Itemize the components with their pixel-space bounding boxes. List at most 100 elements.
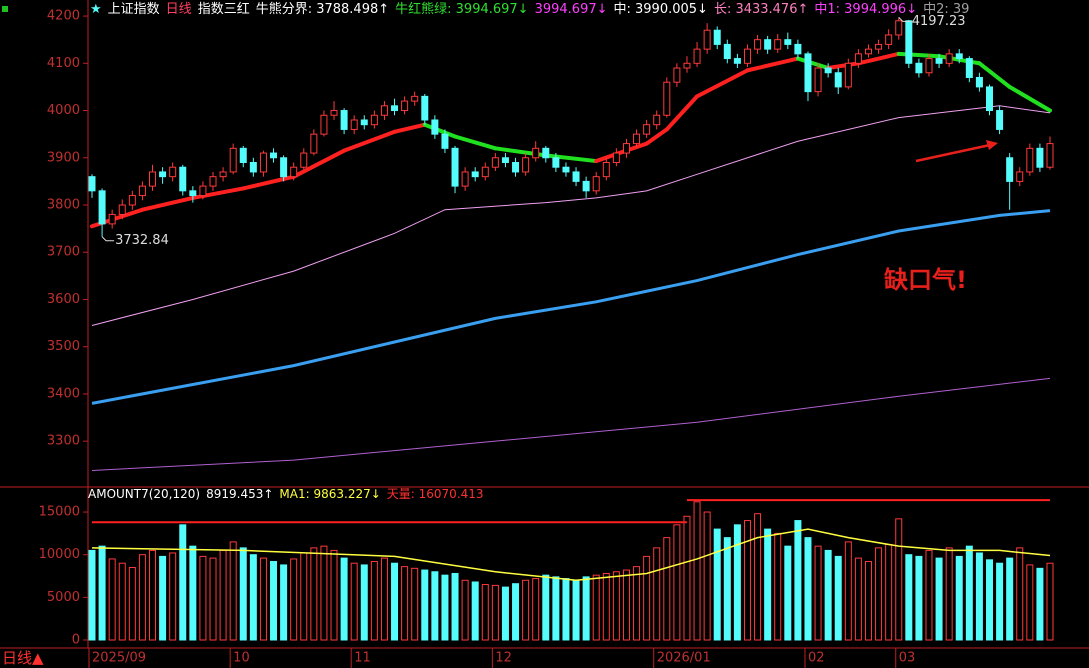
ma-segment: [664, 94, 700, 132]
candle-body: [834, 72, 842, 88]
candle-body: [713, 29, 721, 45]
volume-bar: [310, 547, 318, 641]
ma-segment: [140, 195, 195, 212]
volume-bar: [280, 564, 288, 641]
ma-segment: [190, 186, 246, 200]
candle-body: [824, 67, 832, 74]
volume-bar: [1006, 557, 1014, 641]
candle-body: [159, 171, 167, 178]
volume-bar: [784, 545, 792, 641]
ma-segment: [977, 61, 1012, 89]
candle-body: [98, 190, 106, 225]
candle-body: [441, 133, 449, 149]
candle-body: [794, 43, 802, 55]
candle-body: [340, 110, 348, 130]
candle-body: [421, 95, 429, 121]
candle-body: [169, 166, 177, 178]
candle-body: [975, 76, 983, 88]
volume-bar: [259, 557, 267, 641]
y-tick-label: 3800: [47, 198, 80, 213]
candle-body: [461, 171, 469, 187]
header-item: 中2: 39: [923, 2, 970, 17]
volume-bar: [622, 569, 630, 641]
volume-bar: [703, 511, 711, 641]
volume-bar: [401, 566, 409, 641]
header-item: 牛红熊绿: 3994.697↓: [395, 2, 529, 17]
candle-body: [743, 48, 751, 64]
volume-bar: [149, 549, 157, 641]
ma-segment: [1007, 84, 1052, 113]
y-tick-label: 15000: [39, 505, 80, 520]
volume-header: AMOUNT7(20,120) 8919.453↑ MA1: 9863.227↓ 天量…: [88, 486, 490, 502]
candle-body: [179, 166, 187, 192]
candle-body: [370, 114, 378, 126]
candle-body: [552, 157, 560, 168]
volume-bar: [350, 562, 358, 641]
candle-body: [542, 147, 550, 159]
ma-segment: [422, 122, 458, 139]
candle-body: [431, 119, 439, 135]
volume-bar: [501, 586, 509, 641]
period-label: 日线▲: [2, 649, 44, 667]
annotation-label: 3732.84: [115, 233, 169, 248]
candle-body: [996, 110, 1004, 130]
ma-segment: [342, 129, 397, 153]
volume-bar: [975, 552, 983, 641]
candle-body: [915, 62, 923, 74]
y-tick-label: 3400: [47, 386, 80, 401]
candle-body: [118, 204, 126, 215]
candle-body: [582, 180, 590, 192]
candle-body: [1006, 157, 1014, 182]
x-tick-label: 2026/01: [657, 651, 711, 666]
volume-bar: [118, 562, 126, 641]
candle-body: [844, 62, 852, 88]
volume-bar: [683, 515, 691, 641]
candle-body: [350, 119, 358, 130]
volume-bar: [1036, 567, 1044, 641]
volume-bar: [421, 569, 429, 641]
candle-body: [814, 67, 822, 93]
header-item: 中1: 3994.996↓: [814, 2, 918, 17]
volume-bar: [179, 524, 187, 641]
candle-body: [622, 143, 630, 154]
volume-bar: [733, 524, 741, 641]
arrow-head: [986, 140, 998, 150]
ma-segment: [695, 68, 750, 99]
header-item: 指数三红: [197, 2, 250, 17]
volume-bar: [391, 562, 399, 641]
header-item: 3994.697↓: [534, 2, 608, 17]
candle-body: [854, 53, 862, 64]
candle-body: [875, 43, 883, 50]
candle-body: [88, 176, 96, 192]
ma-segment: [745, 56, 800, 73]
header-item: AMOUNT7(20,120): [88, 487, 201, 501]
volume-bar: [360, 564, 368, 641]
volume-bar: [522, 579, 530, 641]
volume-bar: [663, 537, 671, 641]
volume-bar: [592, 574, 600, 641]
candle-body: [259, 152, 267, 173]
volume-bar: [774, 532, 782, 641]
candle-body: [199, 185, 207, 197]
candle-body: [774, 39, 782, 50]
volume-bar: [764, 528, 772, 641]
volume-bar: [612, 571, 620, 641]
candle-body: [229, 147, 237, 173]
volume-bar: [270, 561, 278, 641]
candle-body: [189, 190, 197, 197]
candle-body: [209, 176, 217, 187]
volume-bar: [965, 545, 973, 641]
candle-body: [138, 185, 146, 197]
candle-body: [985, 86, 993, 112]
volume-bar: [98, 545, 106, 641]
candle-body: [764, 39, 772, 50]
volume-bar: [209, 557, 217, 641]
volume-bar: [875, 547, 883, 641]
candle-body: [149, 171, 157, 187]
volume-bar: [290, 558, 298, 641]
volume-bar: [461, 579, 469, 641]
y-tick-label: 3300: [47, 434, 80, 449]
candle-body: [360, 119, 368, 126]
ma-segment: [856, 51, 901, 66]
candle-body: [300, 152, 308, 168]
